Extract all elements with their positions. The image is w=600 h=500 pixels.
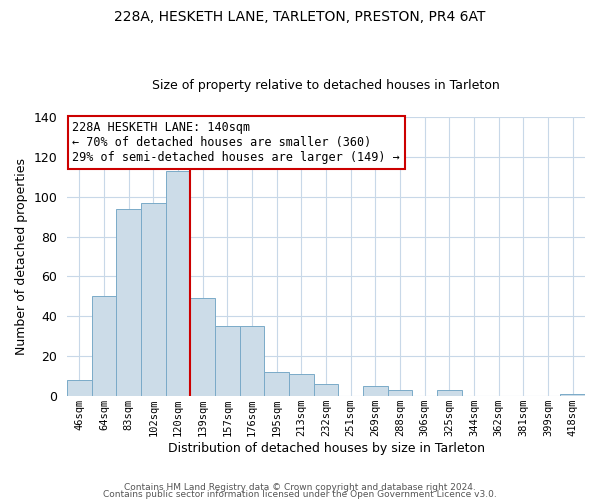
Bar [141,202,166,396]
Bar [437,390,462,396]
Bar [116,208,141,396]
Bar [240,326,265,396]
Bar [560,394,585,396]
Title: Size of property relative to detached houses in Tarleton: Size of property relative to detached ho… [152,79,500,92]
X-axis label: Distribution of detached houses by size in Tarleton: Distribution of detached houses by size … [167,442,485,455]
Text: 228A, HESKETH LANE, TARLETON, PRESTON, PR4 6AT: 228A, HESKETH LANE, TARLETON, PRESTON, P… [115,10,485,24]
Y-axis label: Number of detached properties: Number of detached properties [15,158,28,355]
Bar [215,326,240,396]
Bar [388,390,412,396]
Bar [363,386,388,396]
Text: Contains HM Land Registry data © Crown copyright and database right 2024.: Contains HM Land Registry data © Crown c… [124,484,476,492]
Text: 228A HESKETH LANE: 140sqm
← 70% of detached houses are smaller (360)
29% of semi: 228A HESKETH LANE: 140sqm ← 70% of detac… [73,121,400,164]
Text: Contains public sector information licensed under the Open Government Licence v3: Contains public sector information licen… [103,490,497,499]
Bar [289,374,314,396]
Bar [92,296,116,396]
Bar [67,380,92,396]
Bar [265,372,289,396]
Bar [314,384,338,396]
Bar [166,170,190,396]
Bar [190,298,215,396]
